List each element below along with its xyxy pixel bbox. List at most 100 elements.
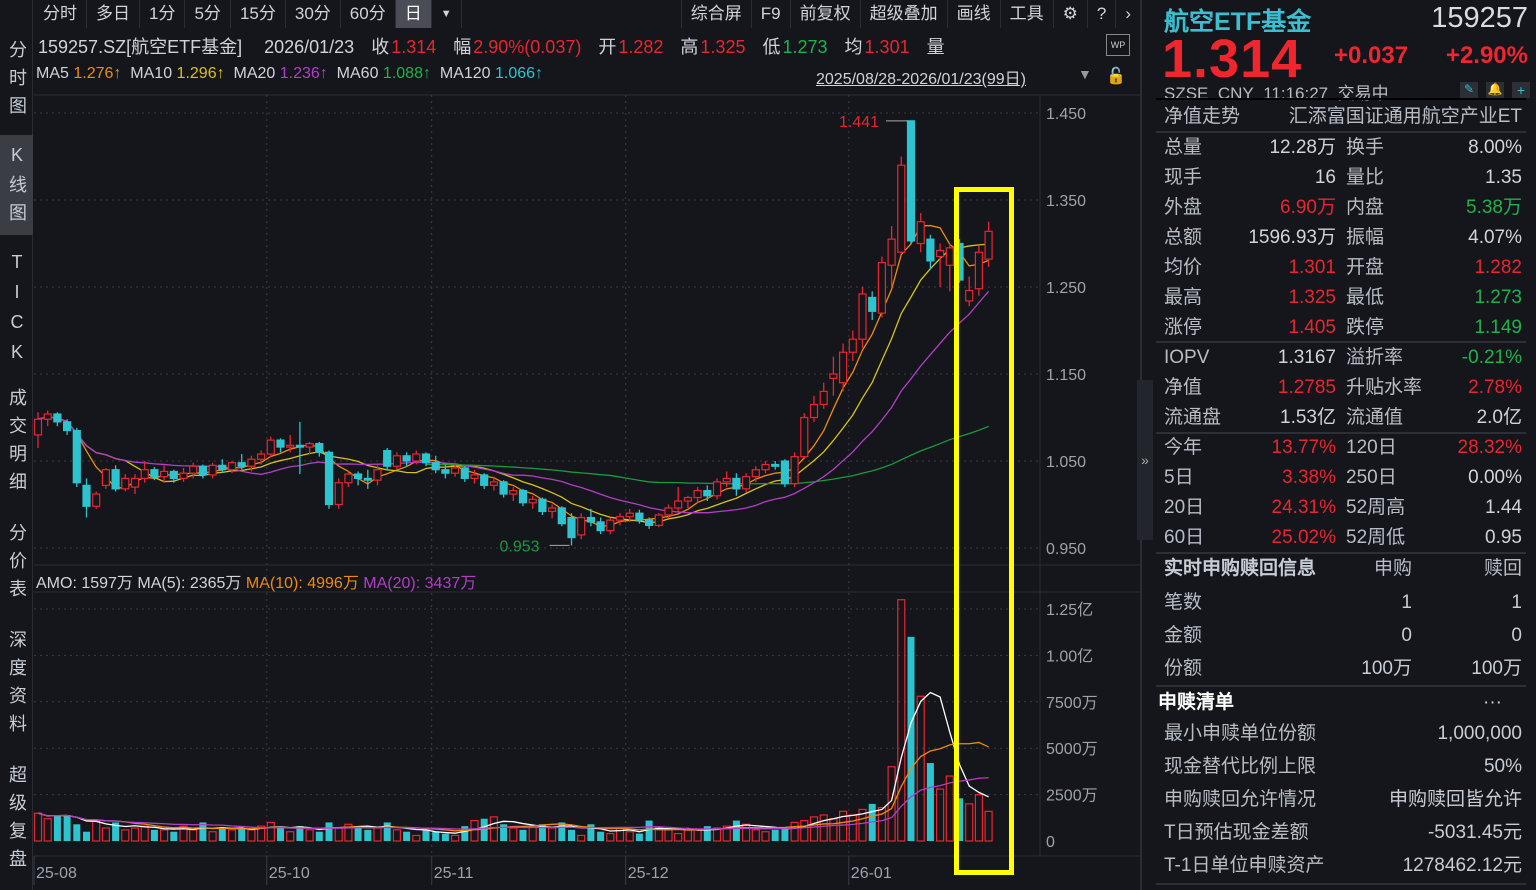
- candle-body: [237, 462, 246, 467]
- candle-body: [809, 403, 819, 419]
- candle-body: [916, 221, 925, 245]
- vol-tick-label: 7500万: [1046, 695, 1098, 712]
- tab-30min[interactable]: 30分: [286, 0, 341, 28]
- vol-tick-label: 5000万: [1046, 741, 1098, 758]
- stat-label: 跌停: [1346, 317, 1385, 338]
- tab-1min[interactable]: 1分: [140, 0, 186, 28]
- volume-bar: [451, 834, 460, 842]
- nav-trend-row[interactable]: 净值走势 汇添富国证通用航空产业ET: [1164, 102, 1522, 132]
- candle-body: [421, 453, 431, 464]
- candle-body: [247, 458, 256, 467]
- collapse-panel-handle[interactable]: »: [1137, 380, 1153, 540]
- volume-bar: [761, 831, 770, 842]
- volume-bar: [528, 825, 537, 842]
- vol-ma20-line: [37, 777, 989, 830]
- candle-body: [547, 507, 557, 513]
- stat-value: 1.53亿: [1280, 407, 1336, 428]
- stat-row: 5日 3.38% 250日 0.00%: [1164, 463, 1522, 493]
- volume-bar: [858, 808, 867, 842]
- kline-chart[interactable]: 1.450 1.350 1.250 1.150 1.050 0.950 1.25亿 1.00亿…: [0, 0, 1140, 890]
- subscribe-value: 1: [1401, 592, 1412, 613]
- candle-body: [373, 469, 382, 481]
- tab-5min[interactable]: 5分: [185, 0, 231, 28]
- stat-value: -0.21%: [1461, 347, 1522, 368]
- volume-bar: [538, 824, 546, 841]
- ma10-line: [37, 243, 989, 524]
- plus-icon[interactable]: +: [1512, 82, 1530, 98]
- candle-body: [790, 456, 799, 485]
- ma5-value: 1.276↑: [73, 65, 122, 82]
- sidebar-item-replay[interactable]: 超级复盘: [0, 765, 33, 877]
- redeem-value: 1: [1511, 592, 1522, 613]
- bell-icon[interactable]: 🔔: [1486, 82, 1504, 98]
- gear-icon[interactable]: ⚙: [1054, 0, 1088, 28]
- sidebar-item-kline[interactable]: K线图: [0, 135, 33, 235]
- candle-body: [945, 247, 954, 266]
- range-dropdown-icon[interactable]: ▼: [1078, 66, 1092, 82]
- tab-intraday[interactable]: 分时: [34, 0, 87, 28]
- tab-multiday[interactable]: 多日: [87, 0, 140, 28]
- candle-body: [703, 489, 712, 497]
- sidebar-item-price-table[interactable]: 分价表: [0, 523, 33, 607]
- draw-line-button[interactable]: 画线: [948, 0, 1001, 28]
- candle-body: [974, 251, 984, 290]
- candle-body: [984, 230, 993, 260]
- candle-body: [227, 462, 237, 471]
- left-sidebar: 分时图 K线图 TICK 成交明细 分价表 深度资料 超级复盘: [0, 0, 33, 890]
- candle-body: [72, 429, 81, 484]
- redeem-value: 100万: [1471, 658, 1522, 679]
- composite-screen-button[interactable]: 综合屏: [680, 0, 752, 28]
- volume-bar: [519, 829, 527, 841]
- volume-bar: [597, 831, 605, 841]
- candle-body: [741, 476, 751, 490]
- tab-15min[interactable]: 15分: [231, 0, 286, 28]
- more-icon[interactable]: ···: [1483, 692, 1502, 713]
- tab-daily[interactable]: 日: [395, 0, 432, 28]
- volume-bar: [683, 829, 693, 842]
- tools-button[interactable]: 工具: [1001, 0, 1054, 28]
- period-toolbar: 分时 多日 1分 5分 15分 30分 60分 日 ▼ 综合屏 F9 前复权 超…: [34, 0, 1140, 28]
- stat-value: 8.00%: [1468, 137, 1522, 158]
- candle-body: [198, 465, 207, 476]
- fund-name: 航空ETF基金: [1164, 8, 1312, 36]
- candle-body: [392, 455, 401, 467]
- candle-body: [751, 469, 760, 478]
- chevron-right-icon[interactable]: ›: [1125, 4, 1131, 23]
- volume-bar: [965, 803, 974, 842]
- volume-bar: [334, 827, 343, 842]
- f9-button[interactable]: F9: [752, 0, 791, 28]
- ma120-value: 1.066↑: [495, 65, 544, 82]
- volume-bar: [170, 831, 178, 841]
- lock-icon[interactable]: 🔓: [1106, 68, 1126, 85]
- volume-bar: [577, 834, 586, 842]
- candle-body: [354, 473, 363, 479]
- stat-value: 25.02%: [1271, 527, 1336, 548]
- stat-value: 0.95: [1485, 527, 1522, 548]
- caret-down-icon[interactable]: ▼: [432, 0, 462, 28]
- ma120-label: MA120: [439, 65, 491, 82]
- redeem-value: 0: [1511, 625, 1522, 646]
- forward-adjust-button[interactable]: 前复权: [791, 0, 861, 28]
- stat-value: 5.38万: [1466, 197, 1522, 218]
- stat-row: 今年 13.77% 120日 28.32%: [1164, 433, 1522, 463]
- volume-bar: [712, 827, 722, 842]
- tab-60min[interactable]: 60分: [341, 0, 396, 28]
- date-range[interactable]: 2025/08/28-2026/01/23(99日): [816, 71, 1026, 88]
- candle-body: [674, 500, 683, 509]
- edit-icon[interactable]: ✎: [1460, 82, 1478, 98]
- overlay-button[interactable]: 超级叠加: [861, 0, 948, 28]
- candle-body: [460, 467, 469, 479]
- ma5-label: MA5: [36, 65, 69, 82]
- help-icon[interactable]: ?: [1088, 0, 1117, 28]
- sidebar-label: 成交明细: [7, 388, 27, 500]
- max-price-label: 1.441: [839, 114, 879, 131]
- market-status: SZSE CNY 11:16:27 交易中: [1164, 79, 1389, 104]
- sidebar-item-trades[interactable]: 成交明细: [0, 388, 33, 500]
- volume-bar: [266, 821, 275, 842]
- wp-icon[interactable]: WP: [1106, 34, 1130, 56]
- sidebar-item-intraday[interactable]: 分时图: [0, 40, 33, 124]
- volume-bar: [140, 825, 149, 842]
- sidebar-item-depth-data[interactable]: 深度资料: [0, 630, 33, 742]
- sidebar-item-tick[interactable]: TICK: [0, 252, 33, 372]
- pcf-title: 申赎清单: [1158, 692, 1235, 713]
